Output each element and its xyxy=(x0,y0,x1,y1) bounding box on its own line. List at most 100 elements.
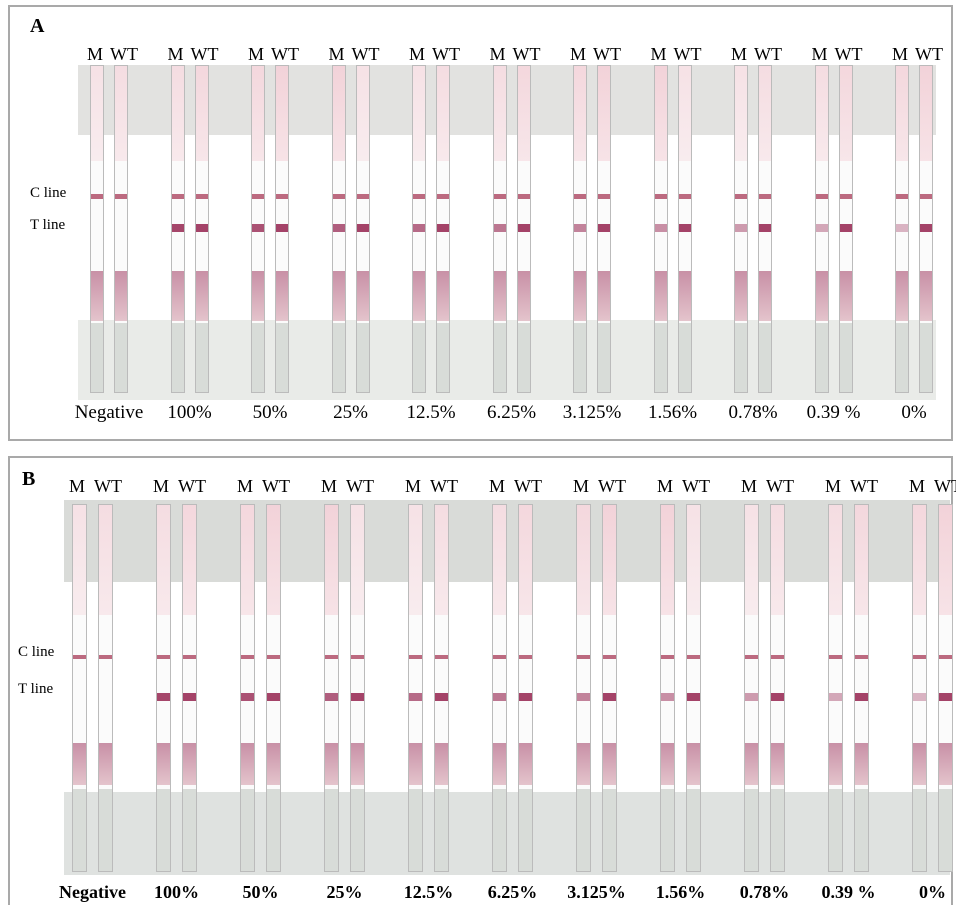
sample-pad xyxy=(745,743,758,785)
concentration-label: 0.39 % xyxy=(821,882,876,902)
strip-label-m: M xyxy=(409,44,426,64)
strip-label-wt: WT xyxy=(598,476,626,496)
top-tint xyxy=(332,66,345,161)
top-pad xyxy=(78,65,936,135)
strip-label-wt: WT xyxy=(593,44,621,64)
strip-m xyxy=(412,65,426,393)
top-tint xyxy=(435,505,448,615)
sample-pad xyxy=(517,271,530,321)
c-line-band xyxy=(661,655,674,659)
strip-m xyxy=(156,504,171,872)
strip-label-m: M xyxy=(153,476,170,496)
strip-m xyxy=(734,65,748,393)
sample-pad xyxy=(157,743,170,785)
t-line-band xyxy=(687,693,700,701)
sample-pad xyxy=(678,271,691,321)
c-line-band xyxy=(745,655,758,659)
top-tint xyxy=(517,66,530,161)
sample-pad xyxy=(493,271,506,321)
top-tint xyxy=(920,66,932,161)
top-tint xyxy=(745,505,758,615)
strip-m xyxy=(814,65,829,393)
strip-label-m: M xyxy=(405,476,422,496)
top-tint xyxy=(356,66,369,161)
absorbent-pad xyxy=(252,323,264,392)
t-line-band xyxy=(661,693,674,701)
c-line-band xyxy=(815,194,828,199)
top-tint xyxy=(913,505,926,615)
strip-label-m: M xyxy=(731,44,748,64)
strip-label-wt: WT xyxy=(432,44,460,64)
strip-wt xyxy=(182,504,197,872)
sample-pad xyxy=(99,743,112,785)
t-line-band xyxy=(493,693,506,701)
top-tint xyxy=(839,66,852,161)
absorbent-pad xyxy=(437,323,449,392)
strip-label-wt: WT xyxy=(178,476,206,496)
c-line-band xyxy=(913,655,926,659)
sample-pad xyxy=(661,743,674,785)
top-tint xyxy=(759,66,771,161)
concentration-label: 6.25% xyxy=(486,402,537,423)
c-line-band xyxy=(356,194,369,199)
c-line-band xyxy=(183,655,196,659)
c-line-band xyxy=(267,655,280,659)
sample-pad xyxy=(73,743,86,785)
c-line-label: C line xyxy=(18,644,55,660)
top-tint xyxy=(939,505,952,615)
top-tint xyxy=(829,505,842,615)
c-line-band xyxy=(332,194,345,199)
absorbent-pad xyxy=(920,323,932,392)
panel-letter: B xyxy=(22,468,36,490)
strip-wt xyxy=(854,504,869,872)
strip-wt xyxy=(350,504,365,872)
sample-pad xyxy=(839,271,852,321)
absorbent-pad xyxy=(493,789,506,871)
strip-m xyxy=(170,65,185,393)
t-line-band xyxy=(183,693,196,701)
top-tint xyxy=(771,505,784,615)
t-line-band xyxy=(435,693,448,701)
sample-pad xyxy=(195,271,208,321)
t-line-band xyxy=(157,693,170,701)
strip-wt xyxy=(275,65,289,393)
strip-label-m: M xyxy=(650,44,667,64)
concentration-label: 0% xyxy=(919,882,946,902)
c-line-band xyxy=(896,194,908,199)
strip-label-wt: WT xyxy=(834,44,863,64)
t-line-label: T line xyxy=(30,217,66,233)
strip-label-m: M xyxy=(909,476,926,496)
top-tint xyxy=(73,505,86,615)
strip-m xyxy=(251,65,265,393)
strip-wt xyxy=(266,504,281,872)
absorbent-pad xyxy=(839,323,852,392)
strip-label-wt: WT xyxy=(110,44,138,64)
sample-pad xyxy=(855,743,868,785)
c-line-band xyxy=(351,655,364,659)
sample-pad xyxy=(913,743,926,785)
strip-wt xyxy=(114,65,128,393)
c-line-band xyxy=(115,194,127,199)
top-tint xyxy=(276,66,288,161)
strip-label-wt: WT xyxy=(850,476,878,496)
sample-pad xyxy=(267,743,280,785)
strip-label-wt: WT xyxy=(430,476,458,496)
top-tint xyxy=(687,505,700,615)
sample-pad xyxy=(815,271,828,321)
strip-label-wt: WT xyxy=(766,476,794,496)
strip-wt xyxy=(938,504,953,872)
sample-pad xyxy=(356,271,369,321)
strip-wt xyxy=(98,504,113,872)
t-line-band xyxy=(574,224,586,232)
strip-m xyxy=(408,504,423,872)
strip-label-wt: WT xyxy=(271,44,299,64)
top-tint xyxy=(519,505,532,615)
top-tint xyxy=(351,505,364,615)
c-line-band xyxy=(759,194,771,199)
absorbent-pad xyxy=(99,789,112,871)
c-line-band xyxy=(99,655,112,659)
concentration-label: 50% xyxy=(242,882,279,902)
strip-wt xyxy=(597,65,611,393)
c-line-band xyxy=(829,655,842,659)
top-tint xyxy=(183,505,196,615)
